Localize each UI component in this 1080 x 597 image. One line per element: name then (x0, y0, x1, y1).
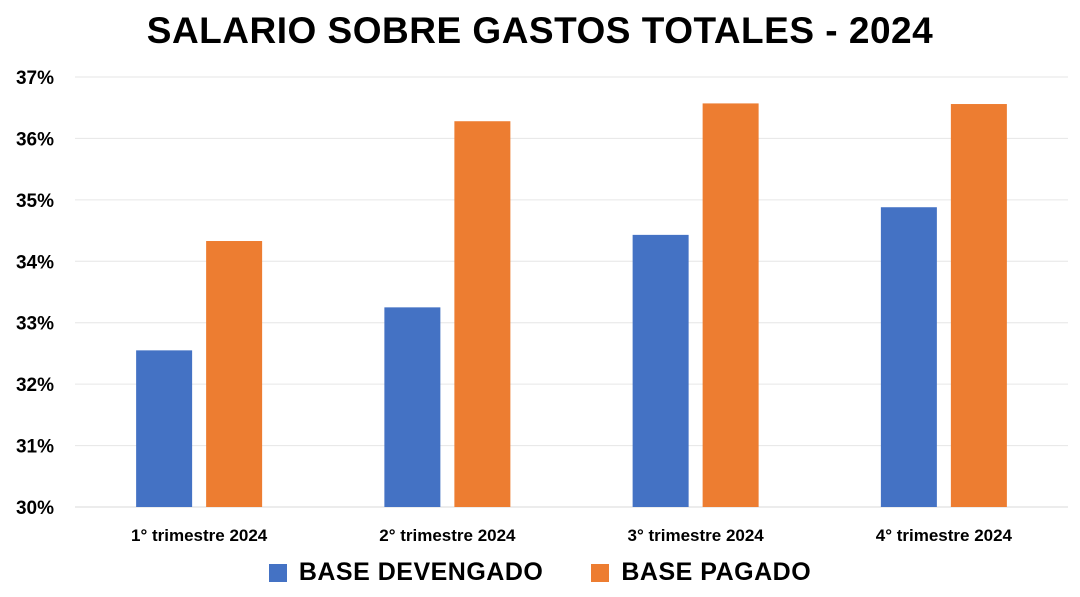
bar-pagado-q4 (950, 104, 1007, 508)
y-tick-label: 31% (16, 437, 54, 458)
bar-devengado-q2 (384, 307, 441, 507)
legend-label-devengado: BASE DEVENGADO (298, 558, 544, 586)
bar-devengado-q3 (632, 234, 689, 507)
chart-title: SALARIO SOBRE GASTOS TOTALES - 2024 (146, 10, 934, 51)
legend: BASE DEVENGADO BASE PAGADO (0, 558, 1080, 587)
bar-devengado-q1 (136, 350, 193, 507)
y-tick-label: 30% (16, 498, 54, 519)
y-tick-label: 32% (16, 375, 54, 396)
bars (136, 103, 1007, 508)
y-tick-label: 35% (16, 191, 54, 212)
bar-pagado-q1 (206, 241, 263, 507)
x-tick-label: 2° trimestre 2024 (379, 526, 516, 545)
legend-swatch-pagado (591, 563, 610, 582)
y-axis-ticks: 30% 31% 32% 33% 34% 35% 36% 37% (16, 68, 54, 519)
y-tick-label: 36% (16, 129, 54, 150)
bar-pagado-q2 (454, 121, 511, 507)
legend-label-pagado: BASE PAGADO (621, 558, 812, 586)
bar-pagado-q3 (702, 103, 759, 508)
legend-item-devengado: BASE DEVENGADO (268, 558, 544, 587)
x-tick-label: 1° trimestre 2024 (131, 526, 268, 545)
bar-devengado-q4 (880, 207, 937, 507)
y-tick-label: 33% (16, 314, 54, 335)
y-tick-label: 37% (16, 68, 54, 89)
x-tick-label: 3° trimestre 2024 (627, 526, 764, 545)
x-axis-ticks: 1° trimestre 2024 2° trimestre 2024 3° tri… (131, 526, 1013, 545)
legend-swatch-devengado (268, 563, 287, 582)
y-tick-label: 34% (16, 252, 54, 273)
legend-item-pagado: BASE PAGADO (591, 558, 811, 587)
x-tick-label: 4° trimestre 2024 (876, 526, 1013, 545)
